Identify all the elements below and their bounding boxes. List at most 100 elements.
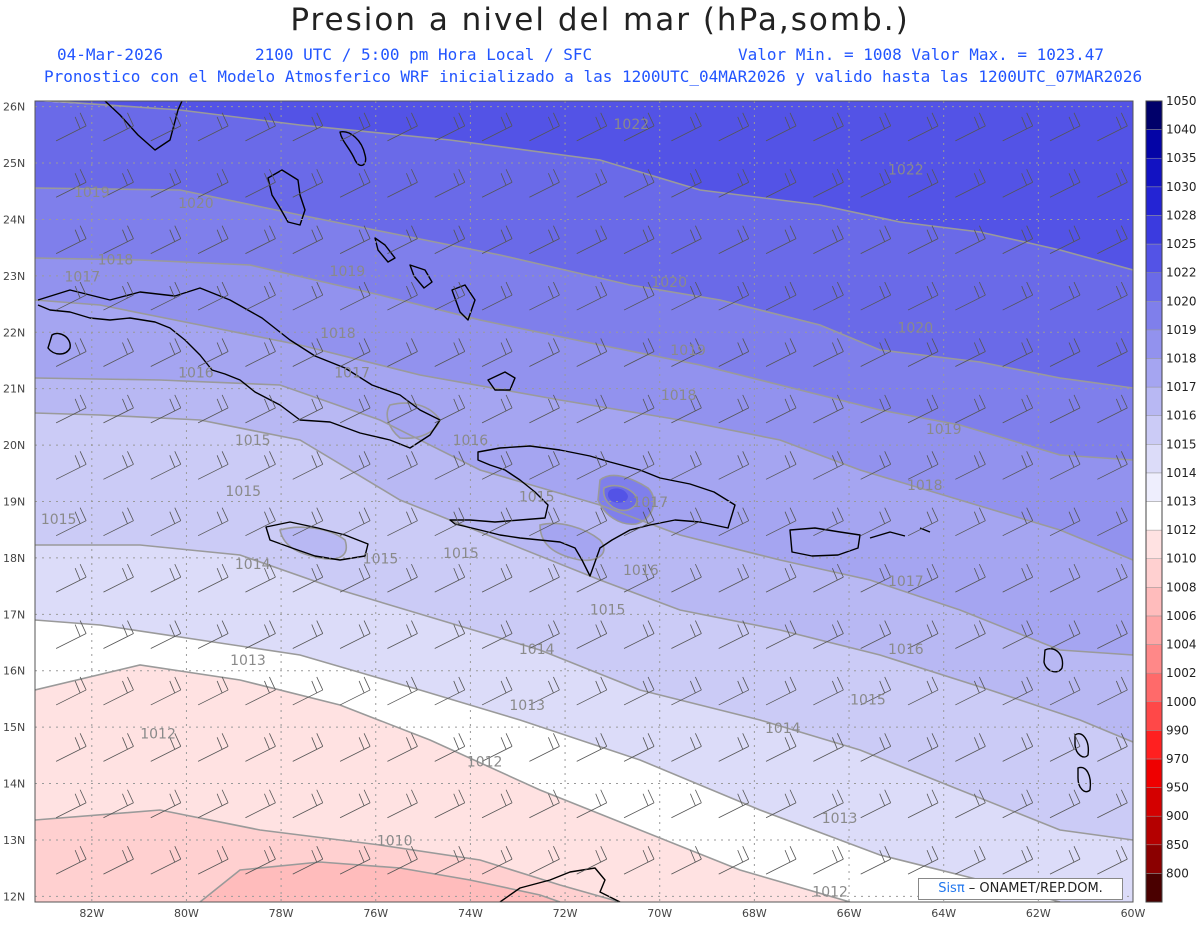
wind-barb bbox=[576, 845, 608, 875]
wind-barb bbox=[481, 225, 513, 255]
colorbar-label: 1017 bbox=[1166, 380, 1197, 394]
wind-barb bbox=[907, 169, 939, 198]
lat-lon-grid bbox=[35, 101, 1133, 902]
contour-label: 1015 bbox=[850, 693, 886, 709]
wind-barb bbox=[481, 563, 513, 593]
lat-label: 17N bbox=[3, 608, 25, 621]
wind-barb bbox=[860, 507, 892, 537]
longitude-labels: 82W 80W 78W 76W 74W 72W 70W 68W 66W 64W 62W 60W bbox=[79, 907, 1145, 920]
wind-barb bbox=[434, 563, 466, 593]
lat-label: 18N bbox=[3, 552, 25, 565]
colorbar-label: 1018 bbox=[1166, 351, 1197, 365]
wind-barb bbox=[529, 676, 560, 706]
wind-barb bbox=[339, 620, 371, 649]
colorbar-swatch bbox=[1145, 558, 1163, 588]
lon-label: 80W bbox=[174, 907, 199, 920]
wind-barb bbox=[150, 789, 182, 819]
wind-barb bbox=[813, 789, 844, 819]
isobar-1018 bbox=[35, 299, 1133, 561]
wind-barb bbox=[197, 845, 229, 875]
wind-barb bbox=[481, 169, 513, 198]
colorbar-swatch bbox=[1145, 472, 1163, 502]
isobar-1016 bbox=[35, 412, 1133, 743]
wind-barb bbox=[671, 733, 702, 762]
wind-barb bbox=[576, 112, 608, 142]
wind-barb bbox=[1002, 225, 1034, 255]
wind-barb bbox=[576, 338, 608, 367]
wind-barb bbox=[197, 676, 229, 706]
wind-barb bbox=[671, 451, 702, 480]
band-1018 bbox=[35, 258, 1133, 560]
lon-label: 62W bbox=[1026, 907, 1051, 920]
wind-barb bbox=[765, 563, 797, 593]
contour-label: 1018 bbox=[98, 253, 134, 269]
colorbar-swatch bbox=[1145, 644, 1163, 674]
wind-barb bbox=[623, 733, 655, 762]
wind-barb bbox=[197, 394, 229, 424]
isobar-1012 bbox=[35, 809, 621, 902]
coast-florida bbox=[104, 101, 183, 151]
wind-barb bbox=[813, 169, 844, 198]
wind-barb bbox=[529, 338, 560, 367]
wind-barb bbox=[529, 733, 560, 762]
wind-barb bbox=[1049, 507, 1081, 537]
wind-barb bbox=[103, 676, 134, 706]
wind-barb bbox=[765, 394, 797, 424]
colorbar-swatch bbox=[1145, 815, 1163, 846]
wind-barb bbox=[1049, 112, 1081, 142]
wind-barb bbox=[481, 507, 513, 537]
forecast-date: 04-Mar-2026 bbox=[57, 45, 163, 64]
coast-hispaniola bbox=[449, 445, 736, 577]
colorbar-swatch bbox=[1145, 501, 1163, 531]
wind-barb bbox=[718, 451, 750, 480]
wind-barb bbox=[765, 281, 797, 311]
lat-label: 12N bbox=[3, 890, 25, 903]
wind-barb bbox=[955, 563, 986, 593]
wind-barb bbox=[671, 620, 702, 649]
colorbar-label: 850 bbox=[1166, 838, 1189, 852]
contour-label: 1013 bbox=[822, 811, 858, 827]
wind-barb bbox=[529, 563, 560, 593]
wind-barb bbox=[955, 281, 986, 311]
wind-barb bbox=[150, 676, 182, 706]
colorbar-label: 1014 bbox=[1166, 466, 1197, 480]
wind-barb bbox=[245, 676, 276, 706]
wind-barb bbox=[197, 733, 229, 762]
wind-barb bbox=[387, 845, 418, 875]
wind-barb bbox=[529, 507, 560, 537]
wind-barb bbox=[245, 733, 276, 762]
colorbar-swatch bbox=[1145, 358, 1163, 388]
isobar-1019 bbox=[35, 257, 1133, 461]
wind-barb bbox=[718, 620, 750, 649]
wind-barb bbox=[623, 507, 655, 537]
wind-barb bbox=[1002, 338, 1034, 367]
wind-barb bbox=[197, 225, 229, 255]
wind-barb bbox=[1049, 451, 1081, 480]
colorbar-swatch bbox=[1145, 272, 1163, 302]
wind-barb bbox=[292, 225, 324, 255]
wind-barb bbox=[434, 845, 466, 875]
wind-barb bbox=[860, 451, 892, 480]
wind-barb bbox=[623, 451, 655, 480]
wind-barb bbox=[860, 620, 892, 649]
wind-barb bbox=[1002, 789, 1034, 819]
wind-barb bbox=[1002, 676, 1034, 706]
contour-label: 1019 bbox=[74, 185, 110, 201]
wind-barb bbox=[576, 563, 608, 593]
coast-puerto-rico bbox=[789, 527, 861, 557]
colorbar-label: 1012 bbox=[1166, 523, 1197, 537]
contour-label: 1016 bbox=[178, 365, 214, 381]
wind-barb bbox=[387, 338, 418, 367]
wind-barb bbox=[623, 563, 655, 593]
wind-barb bbox=[576, 281, 608, 311]
wind-barb bbox=[55, 112, 87, 142]
wind-barb bbox=[1097, 394, 1128, 424]
wind-barb bbox=[245, 281, 276, 311]
wind-barb bbox=[103, 845, 134, 875]
wind-barb bbox=[623, 338, 655, 367]
wind-barb bbox=[150, 563, 182, 593]
lat-label: 19N bbox=[3, 496, 25, 509]
wind-barb bbox=[529, 394, 560, 424]
isobar-1013 bbox=[35, 664, 851, 902]
contour-label: 1017 bbox=[65, 270, 101, 286]
